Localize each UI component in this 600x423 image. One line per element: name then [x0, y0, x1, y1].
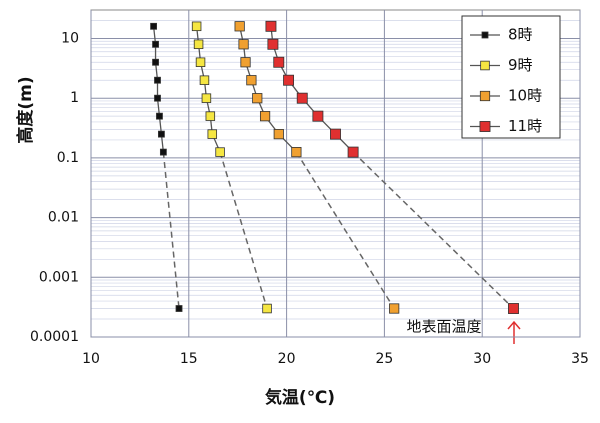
marker: [246, 75, 257, 86]
legend-marker: [480, 60, 490, 71]
legend-marker: [481, 31, 489, 39]
marker: [252, 93, 263, 104]
marker: [193, 39, 204, 50]
legend-label: 8時: [508, 26, 533, 44]
marker: [238, 39, 249, 50]
marker: [259, 111, 271, 122]
marker: [201, 93, 212, 103]
marker: [312, 110, 324, 122]
marker: [154, 76, 161, 84]
marker: [150, 22, 157, 30]
x-tick-label: 20: [278, 351, 296, 367]
marker: [240, 57, 251, 68]
legend-label: 10時: [508, 87, 542, 105]
marker: [291, 147, 302, 158]
y-tick-label: 0.01: [48, 210, 79, 226]
y-axis-label: 高度(m): [15, 76, 36, 143]
legend-label: 9時: [508, 56, 533, 74]
annotation-arrow: [507, 320, 521, 344]
marker: [159, 148, 167, 156]
marker: [215, 147, 225, 157]
legend-marker: [479, 121, 491, 132]
marker: [191, 21, 202, 32]
marker: [195, 57, 206, 67]
marker: [273, 129, 284, 140]
extrapolation-line: [295, 151, 395, 309]
marker: [330, 128, 341, 140]
legend-marker: [479, 90, 491, 102]
legend-label: 11時: [508, 117, 542, 135]
marker: [265, 20, 277, 32]
marker: [273, 56, 285, 68]
marker: [347, 146, 359, 158]
marker: [207, 129, 218, 139]
marker: [508, 303, 519, 314]
y-tick-label: 0.0001: [30, 329, 79, 345]
legend: [461, 15, 561, 139]
marker: [156, 112, 163, 120]
y-tick-label: 0.001: [39, 269, 79, 285]
marker: [262, 303, 272, 314]
extrapolation-line: [162, 152, 180, 309]
marker: [283, 74, 295, 86]
extrapolation-line: [352, 151, 515, 310]
marker: [152, 40, 159, 48]
x-tick-label: 30: [473, 351, 491, 367]
x-tick-label: 10: [82, 351, 100, 367]
marker: [152, 58, 159, 66]
marker: [199, 75, 210, 85]
extrapolation-line: [219, 151, 268, 309]
marker: [158, 130, 165, 138]
marker: [234, 21, 245, 32]
x-tick-label: 25: [375, 351, 393, 367]
y-tick-label: 10: [61, 30, 79, 46]
x-axis-label: 気温(℃): [264, 387, 335, 408]
x-tick-label: 15: [180, 351, 198, 367]
marker: [205, 111, 216, 121]
annotation: 地表面温度: [406, 318, 481, 336]
marker: [296, 92, 308, 104]
marker: [175, 305, 183, 312]
x-tick-label: 35: [571, 351, 589, 367]
marker: [154, 94, 161, 102]
marker: [267, 38, 279, 50]
y-tick-label: 1: [70, 90, 79, 106]
y-tick-label: 0.1: [57, 150, 79, 166]
marker: [389, 303, 400, 314]
